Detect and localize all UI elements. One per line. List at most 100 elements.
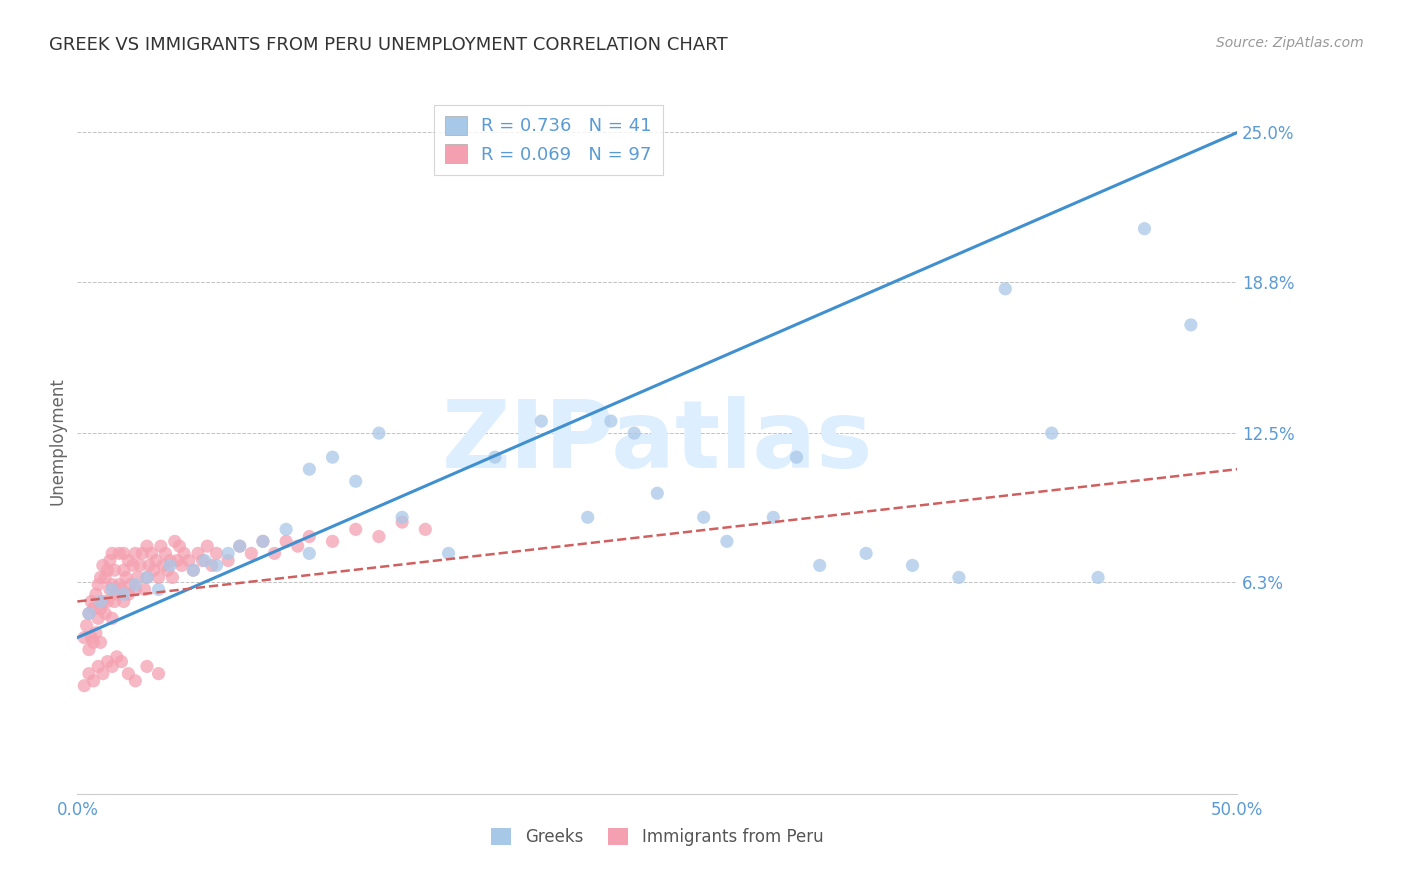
Point — [135, 659, 157, 673]
Point — [73, 631, 96, 645]
Point — [274, 522, 298, 536]
Point — [135, 570, 157, 584]
Point — [901, 558, 924, 573]
Point — [159, 558, 181, 573]
Point — [368, 426, 391, 441]
Point — [194, 553, 217, 567]
Point — [98, 582, 121, 597]
Point — [855, 546, 877, 560]
Point — [83, 635, 105, 649]
Point — [91, 594, 114, 608]
Point — [762, 510, 785, 524]
Point — [124, 577, 146, 591]
Point — [600, 414, 623, 428]
Point — [530, 414, 553, 428]
Point — [124, 546, 146, 560]
Point — [77, 607, 100, 621]
Point — [162, 570, 184, 584]
Point — [1040, 426, 1063, 441]
Point — [413, 522, 436, 536]
Point — [344, 474, 367, 488]
Point — [83, 673, 105, 688]
Point — [693, 510, 716, 524]
Point — [124, 582, 146, 597]
Point — [201, 558, 224, 573]
Point — [131, 546, 153, 560]
Point — [187, 546, 209, 560]
Point — [170, 558, 193, 573]
Point — [1180, 318, 1202, 332]
Point — [76, 618, 98, 632]
Point — [274, 534, 298, 549]
Point — [122, 558, 145, 573]
Point — [112, 587, 135, 601]
Point — [716, 534, 738, 549]
Point — [205, 546, 228, 560]
Point — [117, 553, 139, 567]
Text: Source: ZipAtlas.com: Source: ZipAtlas.com — [1216, 36, 1364, 50]
Point — [115, 570, 138, 584]
Point — [228, 539, 252, 553]
Point — [148, 666, 170, 681]
Point — [84, 587, 107, 601]
Point — [77, 666, 100, 681]
Point — [623, 426, 645, 441]
Point — [108, 546, 131, 560]
Point — [228, 539, 252, 553]
Point — [647, 486, 669, 500]
Point — [287, 539, 309, 553]
Point — [101, 577, 124, 591]
Point — [576, 510, 599, 524]
Point — [391, 515, 413, 529]
Point — [135, 539, 157, 553]
Point — [135, 570, 157, 584]
Point — [87, 611, 110, 625]
Point — [80, 594, 103, 608]
Point — [191, 553, 214, 567]
Point — [148, 582, 170, 597]
Point — [73, 679, 96, 693]
Point — [321, 450, 344, 465]
Point — [1133, 221, 1156, 235]
Point — [134, 582, 156, 597]
Point — [994, 282, 1017, 296]
Point — [156, 563, 179, 577]
Point — [263, 546, 285, 560]
Point — [298, 462, 321, 476]
Point — [127, 570, 149, 584]
Point — [138, 558, 160, 573]
Point — [948, 570, 970, 584]
Point — [391, 510, 413, 524]
Point — [177, 553, 200, 567]
Point — [101, 546, 124, 560]
Point — [808, 558, 831, 573]
Point — [80, 631, 103, 645]
Point — [124, 673, 146, 688]
Point — [84, 625, 107, 640]
Point — [90, 635, 111, 649]
Point — [169, 539, 191, 553]
Point — [103, 563, 125, 577]
Point — [142, 563, 165, 577]
Point — [321, 534, 344, 549]
Point — [155, 546, 177, 560]
Point — [166, 553, 188, 567]
Point — [252, 534, 274, 549]
Point — [101, 659, 124, 673]
Point — [108, 577, 131, 591]
Legend: Greeks, Immigrants from Peru: Greeks, Immigrants from Peru — [485, 821, 830, 853]
Point — [129, 558, 152, 573]
Point — [217, 546, 239, 560]
Point — [96, 655, 118, 669]
Point — [87, 659, 110, 673]
Point — [96, 563, 118, 577]
Point — [117, 587, 139, 601]
Point — [105, 649, 128, 664]
Point — [77, 607, 100, 621]
Point — [87, 577, 110, 591]
Point — [90, 594, 111, 608]
Point — [120, 577, 142, 591]
Point — [141, 546, 163, 560]
Point — [205, 558, 228, 573]
Point — [252, 534, 274, 549]
